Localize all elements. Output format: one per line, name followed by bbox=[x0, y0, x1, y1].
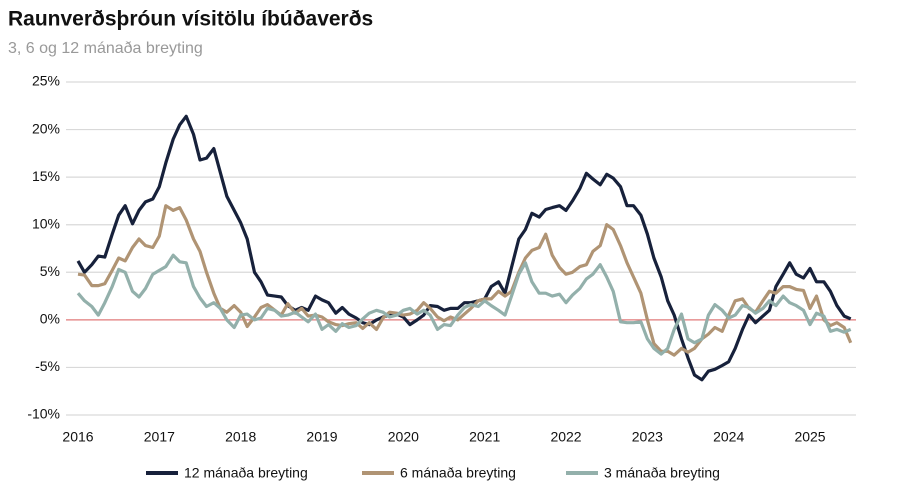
y-tick-label: 5% bbox=[40, 263, 60, 279]
x-tick-label: 2024 bbox=[713, 429, 744, 445]
legend-label: 3 mánaða breyting bbox=[604, 465, 720, 481]
series-line bbox=[76, 114, 852, 382]
x-tick-label: 2021 bbox=[469, 429, 500, 445]
x-tick-label: 2019 bbox=[306, 429, 337, 445]
chart-subtitle: 3, 6 og 12 mánaða breyting bbox=[8, 40, 203, 57]
y-tick-label: 15% bbox=[32, 168, 60, 184]
x-tick-label: 2017 bbox=[144, 429, 175, 445]
y-tick-label: 10% bbox=[32, 215, 60, 231]
x-tick-label: 2016 bbox=[62, 429, 93, 445]
legend-label: 6 mánaða breyting bbox=[400, 465, 516, 481]
series-line bbox=[77, 204, 853, 357]
y-tick-label: -5% bbox=[35, 358, 60, 374]
series-line bbox=[76, 253, 852, 356]
x-tick-label: 2023 bbox=[632, 429, 663, 445]
y-tick-label: 20% bbox=[32, 120, 60, 136]
y-tick-label: 25% bbox=[32, 73, 60, 89]
x-tick-label: 2025 bbox=[794, 429, 825, 445]
x-tick-label: 2018 bbox=[225, 429, 256, 445]
chart-title: Raunverðsþróun vísitölu íbúðaverðs bbox=[8, 8, 373, 31]
x-tick-label: 2022 bbox=[550, 429, 581, 445]
y-tick-label: -10% bbox=[27, 406, 60, 422]
x-tick-label: 2020 bbox=[388, 429, 419, 445]
y-tick-label: 0% bbox=[40, 311, 60, 327]
legend-label: 12 mánaða breyting bbox=[184, 465, 308, 481]
